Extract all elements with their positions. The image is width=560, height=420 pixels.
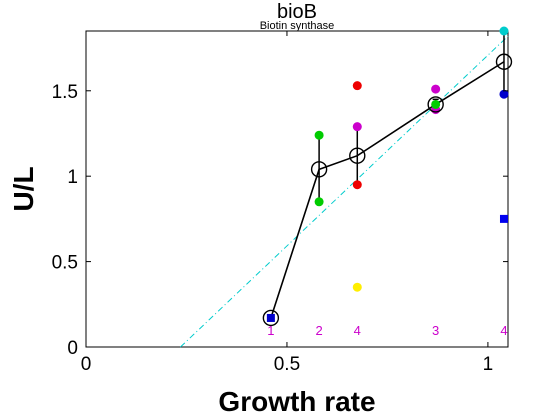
x-tick-label: 0.5 bbox=[274, 354, 300, 375]
y-tick-label: 1 bbox=[67, 167, 78, 188]
replicate-point bbox=[431, 85, 440, 94]
condition-count-label: 4 bbox=[354, 323, 361, 338]
y-tick-label: 1.5 bbox=[52, 82, 78, 103]
y-tick-label: 0 bbox=[67, 338, 78, 359]
replicate-point bbox=[353, 81, 362, 90]
condition-count-label: 3 bbox=[432, 323, 439, 338]
x-tick-label: 0 bbox=[81, 354, 92, 375]
y-axis-label: U/L bbox=[8, 166, 39, 211]
replicate-point bbox=[353, 283, 362, 292]
replicate-point bbox=[315, 197, 324, 206]
condition-count-label: 4 bbox=[500, 323, 507, 338]
replicate-point bbox=[353, 180, 362, 189]
replicate-point bbox=[431, 100, 440, 109]
condition-count-label: 1 bbox=[267, 323, 274, 338]
replicate-point bbox=[499, 27, 508, 36]
replicate-square bbox=[500, 215, 508, 223]
x-axis-label: Growth rate bbox=[218, 386, 375, 417]
plot-area bbox=[86, 31, 508, 347]
replicate-square bbox=[267, 314, 275, 322]
replicate-point bbox=[353, 122, 362, 131]
chart-subtitle: Biotin synthase bbox=[260, 20, 335, 32]
y-tick-label: 0.5 bbox=[52, 253, 78, 274]
x-tick-label: 1 bbox=[483, 354, 494, 375]
replicate-point bbox=[315, 131, 324, 140]
condition-count-label: 2 bbox=[315, 323, 322, 338]
